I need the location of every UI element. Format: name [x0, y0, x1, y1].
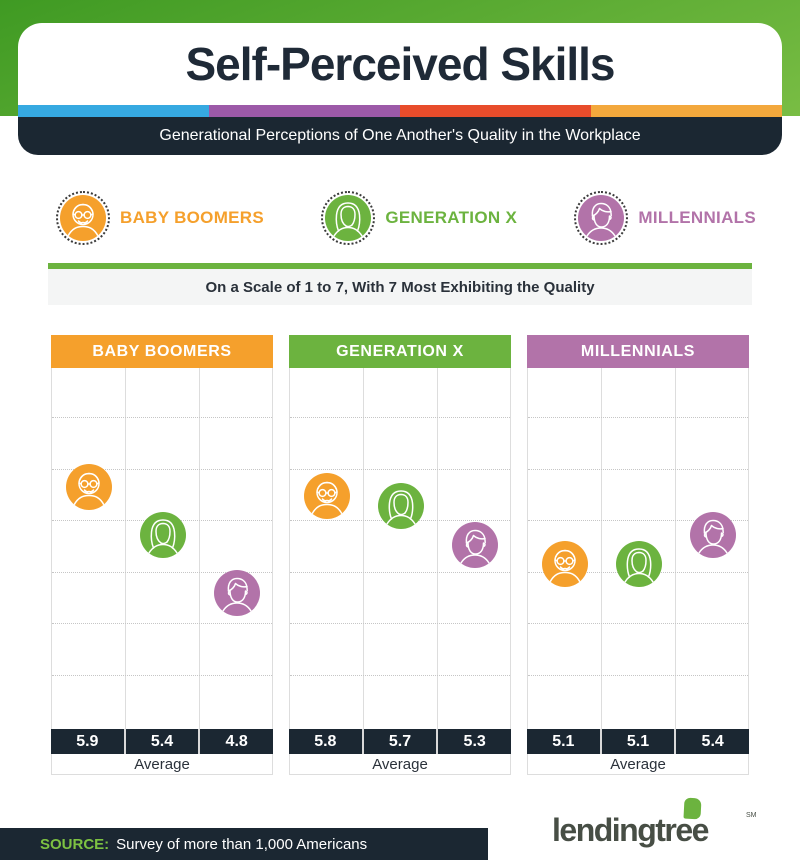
panel-plot-area	[51, 368, 273, 729]
source-bar: SOURCE: Survey of more than 1,000 Americ…	[0, 828, 488, 860]
average-label: Average	[527, 754, 749, 775]
lendingtree-logo: lendingtree SM	[552, 797, 758, 850]
gridline	[528, 520, 748, 521]
panel-plot-area	[289, 368, 511, 729]
average-value: 5.8	[314, 732, 337, 750]
genx-avatar-icon	[325, 195, 372, 241]
legend-avatar-ring	[574, 191, 629, 245]
accent-stripe	[18, 105, 782, 117]
page-title: Self-Perceived Skills	[185, 38, 615, 90]
stripe-segment-4	[591, 105, 782, 117]
gridline	[52, 572, 272, 573]
gridline	[52, 675, 272, 676]
column-divider	[674, 368, 676, 729]
average-value: 5.7	[361, 729, 437, 754]
gridline	[290, 675, 510, 676]
gridline	[52, 417, 272, 418]
source-label: SOURCE:	[40, 835, 110, 853]
panel-millennials: MILLENNIALS 5.1 5.1 5.4 Average	[527, 335, 749, 775]
average-value: 5.1	[552, 732, 575, 750]
boomer-avatar-icon	[66, 464, 112, 510]
legend-label: GENERATION X	[385, 208, 518, 227]
gridline	[290, 417, 510, 418]
title-card: Self-Perceived Skills	[18, 23, 782, 105]
gridline	[290, 469, 510, 470]
scale-note: On a Scale of 1 to 7, With 7 Most Exhibi…	[48, 269, 752, 305]
legend-item-baby-boomers: BABY BOOMERS	[56, 191, 264, 245]
millennial-avatar-icon	[578, 195, 625, 241]
subtitle-bar: Generational Perceptions of One Another'…	[18, 117, 782, 155]
stripe-segment-3	[400, 105, 591, 117]
column-divider	[125, 368, 127, 729]
legend-label: BABY BOOMERS	[120, 208, 265, 227]
gridline	[52, 469, 272, 470]
column-divider	[363, 368, 365, 729]
gridline	[528, 469, 748, 470]
scale-divider	[48, 263, 752, 269]
millennial-avatar-icon	[214, 570, 260, 616]
panel-generation-x: GENERATION X 5.8 5.7 5.3 Average	[289, 335, 511, 775]
legend-avatar-ring	[321, 191, 376, 245]
column-divider	[436, 368, 438, 729]
boomer-avatar-icon	[542, 541, 588, 587]
average-label: Average	[51, 754, 273, 775]
source-text: Survey of more than 1,000 Americans	[116, 835, 368, 853]
gridline	[528, 417, 748, 418]
genx-avatar-icon	[616, 541, 662, 587]
genx-avatar-icon	[140, 512, 186, 558]
average-value: 5.9	[76, 732, 99, 750]
gridline	[52, 623, 272, 624]
page-subtitle: Generational Perceptions of One Another'…	[159, 127, 641, 144]
legend-item-millennials: MILLENNIALS	[574, 191, 756, 245]
stripe-segment-2	[209, 105, 400, 117]
average-value: 5.4	[123, 729, 199, 754]
millennial-avatar-icon	[690, 512, 736, 558]
genx-avatar-icon	[378, 483, 424, 529]
column-divider	[601, 368, 603, 729]
chart-panels: BABY BOOMERS 5.9 5.4 4.8 Average GENERATION …	[51, 335, 749, 775]
gridline	[290, 623, 510, 624]
panel-plot-area	[527, 368, 749, 729]
gridline	[528, 675, 748, 676]
average-value: 4.8	[198, 729, 273, 754]
average-label: Average	[289, 754, 511, 775]
stripe-segment-1	[18, 105, 209, 117]
panel-title: MILLENNIALS	[527, 335, 749, 368]
panel-title: GENERATION X	[289, 335, 511, 368]
scale-note-text: On a Scale of 1 to 7, With 7 Most Exhibi…	[205, 278, 595, 296]
average-value: 5.3	[436, 729, 511, 754]
logo-leaf-icon	[683, 797, 702, 820]
gridline	[290, 572, 510, 573]
panel-values-bar: 5.9 5.4 4.8	[51, 729, 273, 754]
column-divider	[198, 368, 200, 729]
logo-trademark: SM	[746, 812, 757, 819]
boomer-avatar-icon	[60, 195, 106, 241]
panel-values-bar: 5.1 5.1 5.4	[527, 729, 749, 754]
legend-avatar-ring	[56, 191, 110, 245]
panel-baby-boomers: BABY BOOMERS 5.9 5.4 4.8 Average	[51, 335, 273, 775]
gridline	[528, 623, 748, 624]
panel-values-bar: 5.8 5.7 5.3	[289, 729, 511, 754]
average-value: 5.4	[674, 729, 749, 754]
millennial-avatar-icon	[452, 522, 498, 568]
legend-label: MILLENNIALS	[638, 208, 756, 227]
legend-item-generation-x: GENERATION X	[321, 191, 517, 245]
panel-title: BABY BOOMERS	[51, 335, 273, 368]
boomer-avatar-icon	[304, 473, 350, 519]
legend: BABY BOOMERS GENERATION X MILLENNIALS	[56, 188, 756, 248]
average-value: 5.1	[599, 729, 675, 754]
logo-text: lendingtree	[552, 812, 709, 848]
